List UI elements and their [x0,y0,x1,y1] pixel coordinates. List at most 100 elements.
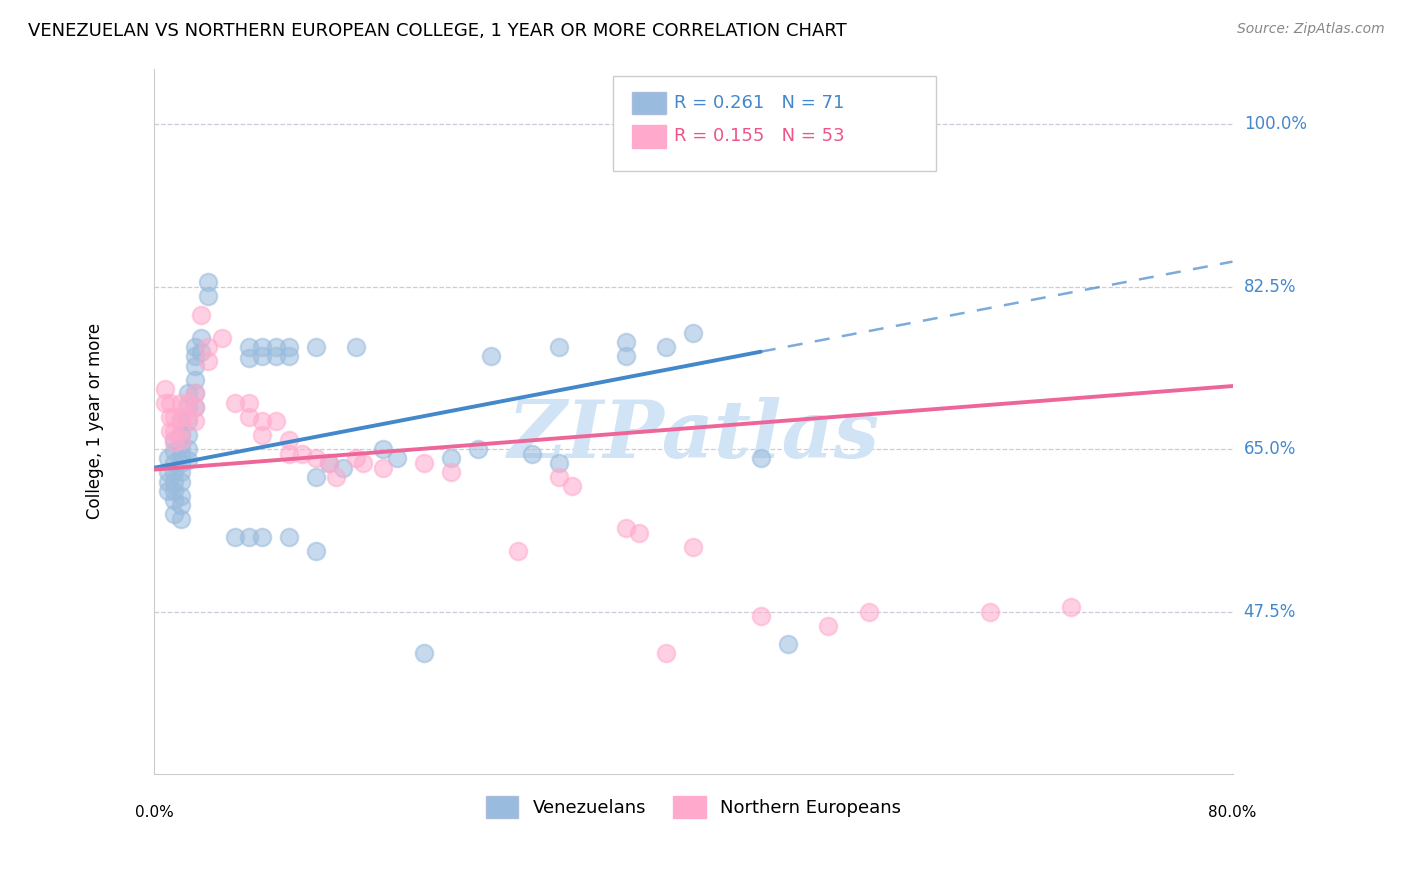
Point [183,401,205,415]
Point [628,525,651,540]
Point [183,386,205,401]
Point [197,275,219,289]
Point [183,386,205,401]
Text: R = 0.261   N = 71: R = 0.261 N = 71 [673,94,845,112]
Point [305,470,328,484]
Point [163,466,186,480]
Point [224,530,246,544]
Point [177,386,200,401]
Point [250,414,273,428]
Point [1261,112,1284,127]
Point [153,382,176,396]
Point [197,354,219,368]
Point [250,428,273,442]
Point [278,530,301,544]
Point [170,456,193,470]
Text: VENEZUELAN VS NORTHERN EUROPEAN COLLEGE, 1 YEAR OR MORE CORRELATION CHART: VENEZUELAN VS NORTHERN EUROPEAN COLLEGE,… [28,22,846,40]
Text: R = 0.155   N = 53: R = 0.155 N = 53 [673,128,845,145]
Point [170,433,193,447]
Point [250,349,273,363]
Point [332,460,354,475]
Point [170,447,193,461]
FancyBboxPatch shape [631,125,666,147]
Point [170,424,193,438]
Point [440,451,463,466]
Point [183,349,205,363]
Point [325,470,347,484]
Text: 65.0%: 65.0% [1244,440,1296,458]
Point [305,340,328,354]
Text: 100.0%: 100.0% [1244,115,1306,133]
Point [170,489,193,503]
Point [170,498,193,512]
Point [412,647,434,661]
Point [238,340,260,354]
Point [614,335,637,350]
Point [183,414,205,428]
Point [170,409,193,424]
Point [373,442,395,457]
Point [305,544,328,558]
Point [197,289,219,303]
Legend: Venezuelans, Northern Europeans: Venezuelans, Northern Europeans [478,789,908,825]
Point [163,475,186,489]
Point [264,349,287,363]
Text: 0.0%: 0.0% [135,805,173,820]
Point [183,359,205,373]
Point [561,479,583,493]
Point [177,428,200,442]
Point [224,396,246,410]
Point [817,618,839,632]
Text: 47.5%: 47.5% [1244,603,1296,621]
Point [278,447,301,461]
Point [373,460,395,475]
Point [412,456,434,470]
Point [159,424,181,438]
Point [278,340,301,354]
Point [163,483,186,498]
Point [682,540,704,554]
Point [170,475,193,489]
Point [170,466,193,480]
Point [163,456,186,470]
Point [170,428,193,442]
Point [170,512,193,526]
Point [211,331,233,345]
Point [190,308,212,322]
Point [520,447,543,461]
Point [749,609,772,624]
Point [156,475,179,489]
Point [278,349,301,363]
Point [467,442,489,457]
Text: ZIPatlas: ZIPatlas [508,397,879,475]
Point [440,466,463,480]
Text: College, 1 year or more: College, 1 year or more [86,323,104,519]
Point [238,351,260,366]
Point [479,349,502,363]
Point [858,605,880,619]
Text: 80.0%: 80.0% [1208,805,1257,820]
Point [655,647,678,661]
Point [655,340,678,354]
Point [250,530,273,544]
Point [177,401,200,415]
Point [749,451,772,466]
FancyBboxPatch shape [613,76,936,171]
Point [159,396,181,410]
Point [614,349,637,363]
Point [614,521,637,535]
Point [547,456,569,470]
Point [318,456,340,470]
Point [344,340,367,354]
Point [547,470,569,484]
Point [177,414,200,428]
Point [250,340,273,354]
Point [163,434,186,449]
Point [183,372,205,386]
FancyBboxPatch shape [631,92,666,114]
Point [153,396,176,410]
Point [291,447,314,461]
Point [159,409,181,424]
Point [979,605,1001,619]
Point [163,444,186,458]
